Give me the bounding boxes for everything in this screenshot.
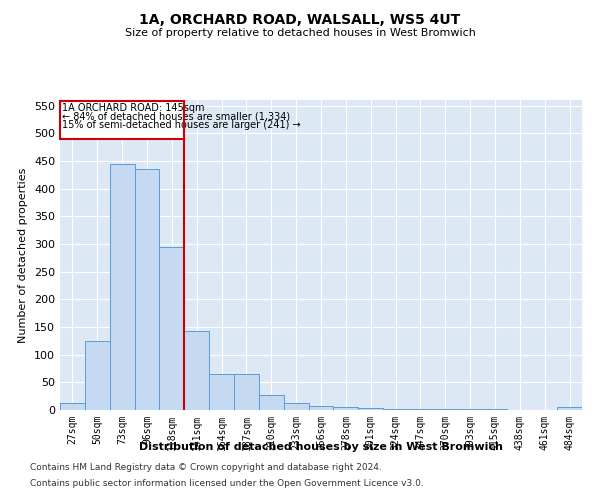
Bar (184, 331, 209, 410)
Bar (85, 341, 110, 410)
Text: Contains public sector information licensed under the Open Government Licence v3: Contains public sector information licen… (30, 478, 424, 488)
Bar (284, 403, 308, 410)
Text: 15% of semi-detached houses are larger (241) →: 15% of semi-detached houses are larger (… (62, 120, 301, 130)
Bar (60, 404, 85, 410)
Bar (308, 406, 334, 410)
Text: Size of property relative to detached houses in West Bromwich: Size of property relative to detached ho… (125, 28, 475, 38)
Bar (557, 406, 582, 410)
Text: ← 84% of detached houses are smaller (1,334): ← 84% of detached houses are smaller (1,… (62, 112, 290, 122)
Bar (160, 246, 184, 410)
Bar (234, 374, 259, 410)
Y-axis label: Number of detached properties: Number of detached properties (19, 168, 28, 342)
Bar (358, 408, 383, 410)
Text: 1A, ORCHARD ROAD, WALSALL, WS5 4UT: 1A, ORCHARD ROAD, WALSALL, WS5 4UT (139, 12, 461, 26)
Bar (60, 101, 184, 138)
Bar (134, 169, 160, 410)
Bar (259, 394, 284, 410)
Bar (383, 409, 408, 410)
Text: Contains HM Land Registry data © Crown copyright and database right 2024.: Contains HM Land Registry data © Crown c… (30, 464, 382, 472)
Bar (334, 406, 358, 410)
Bar (209, 374, 234, 410)
Text: Distribution of detached houses by size in West Bromwich: Distribution of detached houses by size … (139, 442, 503, 452)
Bar (110, 164, 134, 410)
Text: 1A ORCHARD ROAD: 145sqm: 1A ORCHARD ROAD: 145sqm (62, 104, 205, 114)
